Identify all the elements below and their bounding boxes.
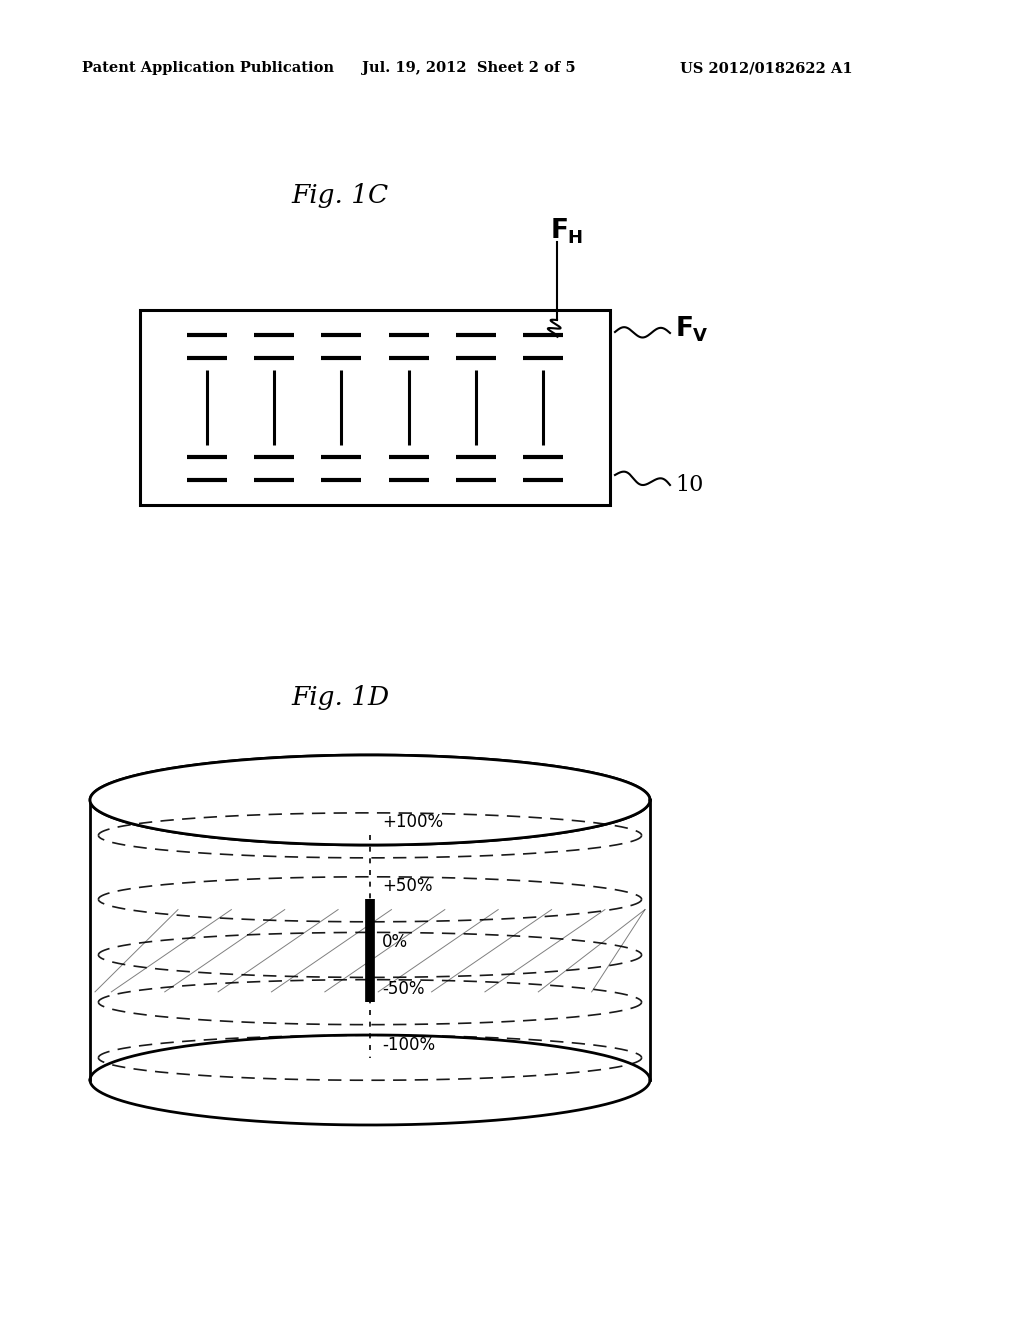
Bar	[140, 310, 610, 506]
Text: $\mathbf{F}$: $\mathbf{F}$	[675, 315, 693, 341]
Text: $\mathbf{F}$: $\mathbf{F}$	[550, 218, 567, 243]
Bar	[90, 800, 650, 1080]
Text: US 2012/0182622 A1: US 2012/0182622 A1	[680, 61, 853, 75]
Text: -50%: -50%	[382, 981, 425, 998]
Text: +100%: +100%	[382, 813, 443, 832]
Text: 0%: 0%	[382, 933, 409, 950]
Text: 10: 10	[675, 474, 703, 496]
Text: Fig. 1D: Fig. 1D	[291, 685, 389, 710]
Text: Patent Application Publication: Patent Application Publication	[82, 61, 334, 75]
Text: Fig. 1C: Fig. 1C	[292, 182, 388, 207]
Ellipse shape	[90, 755, 650, 845]
Text: -100%: -100%	[382, 1036, 435, 1053]
Text: Jul. 19, 2012  Sheet 2 of 5: Jul. 19, 2012 Sheet 2 of 5	[362, 61, 575, 75]
Text: +50%: +50%	[382, 878, 432, 895]
Text: $\mathbf{V}$: $\mathbf{V}$	[692, 327, 708, 345]
Text: $\mathbf{H}$: $\mathbf{H}$	[567, 228, 583, 247]
